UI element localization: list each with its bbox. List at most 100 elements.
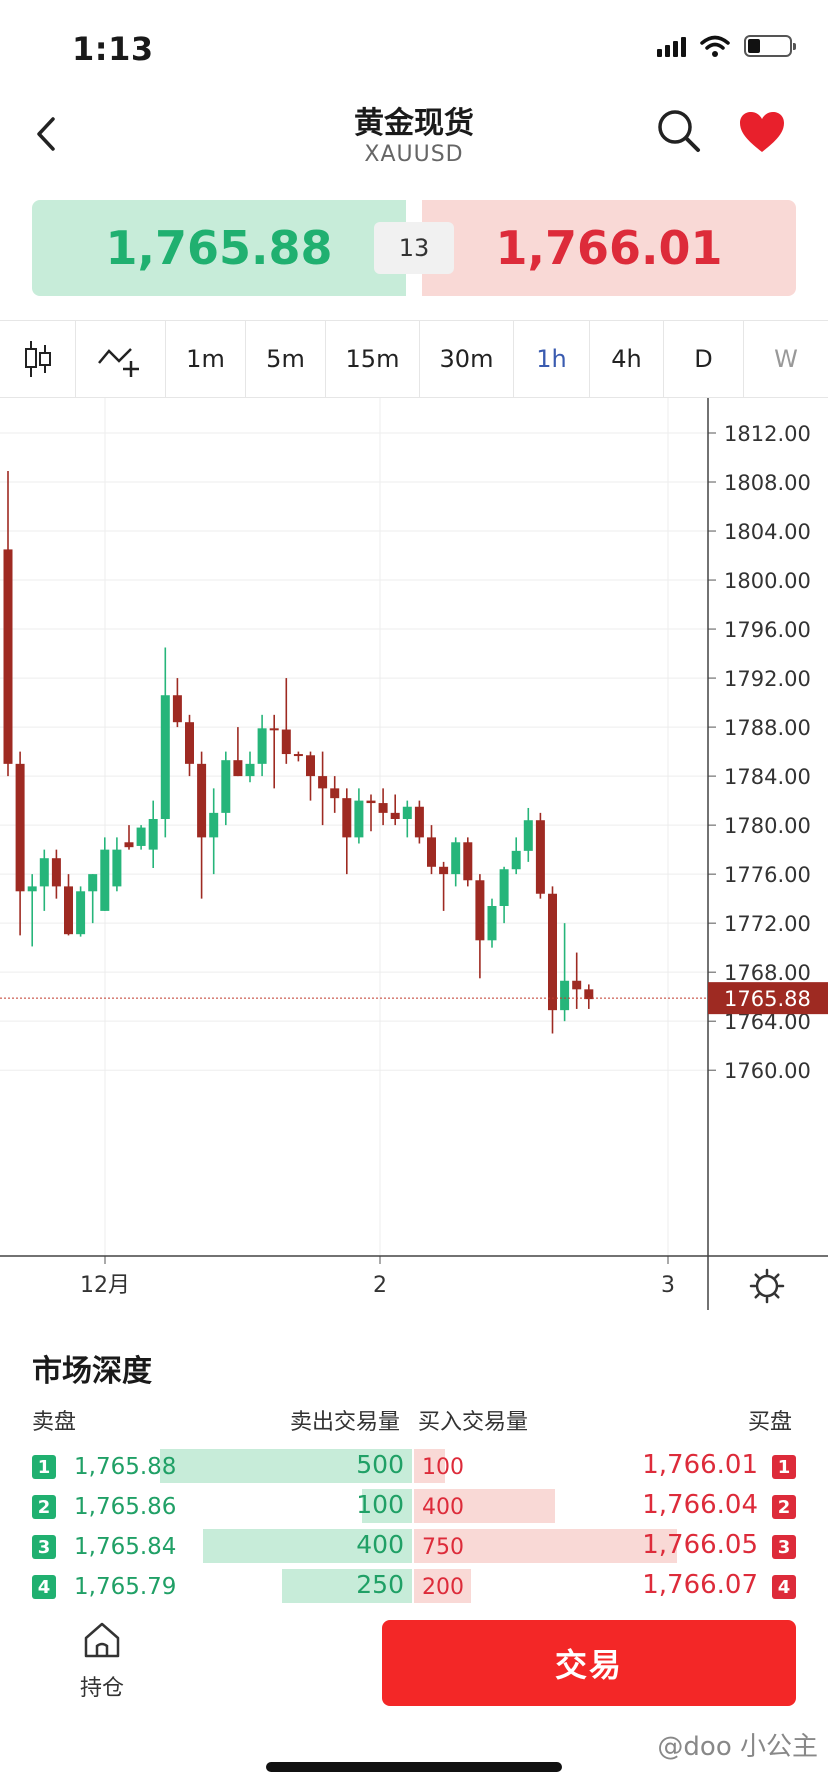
bid-header: 卖盘	[32, 1410, 77, 1435]
candle	[584, 984, 594, 1009]
candle	[366, 794, 376, 832]
x-tick-label: 2	[373, 1273, 387, 1298]
heart-icon	[740, 112, 784, 152]
bid-volume: 250	[356, 1570, 404, 1599]
bid-volume-bar	[203, 1529, 412, 1563]
depth-row: 1 1,765.88 500 100 1,766.01 1	[0, 1446, 828, 1486]
candle-body	[293, 754, 303, 757]
ask-volume: 200	[422, 1575, 464, 1600]
candle-body	[475, 880, 485, 941]
candle-body	[39, 858, 49, 887]
candle	[572, 952, 582, 1009]
tab-30m[interactable]: 30m	[420, 321, 514, 397]
candle-body	[233, 760, 243, 777]
candle	[39, 849, 49, 911]
candle-body	[172, 695, 182, 723]
search-button[interactable]	[656, 108, 702, 154]
candle	[185, 714, 194, 777]
ask-price: 1,766.07	[642, 1570, 758, 1600]
candle-body	[366, 800, 376, 804]
candle	[402, 800, 412, 838]
candle	[209, 788, 219, 875]
candle	[281, 678, 291, 764]
candle-body	[354, 800, 364, 838]
tab-1m[interactable]: 1m	[166, 321, 246, 397]
bid-level-badge: 4	[32, 1575, 56, 1599]
favorite-button[interactable]	[738, 110, 786, 154]
y-tick-label: 1796.00	[724, 618, 811, 642]
status-time: 1:13	[72, 30, 154, 68]
tab-d[interactable]: D	[664, 321, 744, 397]
candle-body	[572, 980, 582, 990]
candle	[414, 800, 424, 844]
candle	[293, 751, 303, 762]
candle	[64, 874, 73, 936]
positions-button[interactable]: 持仓	[62, 1620, 142, 1710]
candle-body	[499, 869, 509, 906]
depth-table: 1 1,765.88 500 100 1,766.01 1 2 1,765.86…	[0, 1446, 828, 1606]
home-icon	[84, 1622, 120, 1658]
depth-row: 4 1,765.79 250 200 1,766.07 4	[0, 1566, 828, 1606]
chart-toolbar: 1m 5m 15m 30m 1h 4h D W	[0, 320, 828, 398]
chart-settings-button[interactable]	[749, 1268, 785, 1304]
candle-body	[76, 891, 86, 935]
candle-body	[209, 812, 219, 838]
ask-volume-bar	[414, 1449, 445, 1483]
candle-body	[112, 849, 122, 887]
buy-price-button[interactable]: 1,766.01	[422, 200, 796, 296]
ask-level-badge: 3	[772, 1535, 796, 1559]
home-indicator[interactable]	[266, 1762, 562, 1772]
bottom-action-bar: 持仓 交易	[0, 1610, 828, 1720]
tab-1h[interactable]: 1h	[514, 321, 590, 397]
tab-5m[interactable]: 5m	[246, 321, 326, 397]
y-tick-label: 1764.00	[724, 1010, 811, 1034]
candle	[548, 886, 557, 1034]
tab-4h[interactable]: 4h	[590, 321, 664, 397]
candle-body	[306, 755, 315, 777]
candle-body	[160, 695, 170, 819]
ask-volume-bar	[414, 1489, 555, 1523]
candle-body	[402, 806, 412, 819]
chart-type-button[interactable]	[0, 321, 76, 397]
x-tick-label: 3	[661, 1273, 675, 1298]
candle	[136, 825, 146, 850]
y-tick-label: 1780.00	[724, 814, 811, 838]
gear-icon	[755, 1274, 779, 1298]
candle	[76, 886, 86, 937]
y-tick-label: 1792.00	[724, 667, 811, 691]
ask-volume: 750	[422, 1535, 464, 1560]
buy-volume-header: 买入交易量	[418, 1410, 529, 1435]
candle	[560, 923, 570, 1022]
candle	[172, 678, 182, 728]
ask-volume: 100	[422, 1455, 464, 1480]
y-tick-label: 1772.00	[724, 912, 811, 936]
candle-body	[523, 820, 533, 851]
y-tick-label: 1808.00	[724, 471, 811, 495]
tab-w[interactable]: W	[774, 345, 798, 373]
trade-button[interactable]: 交易	[382, 1620, 796, 1706]
candle	[233, 727, 243, 777]
candle-body	[100, 849, 110, 911]
back-button[interactable]	[26, 106, 66, 162]
price-chart[interactable]: 1812.00 1808.00 1804.00 1800.00 1796.00 1792.…	[0, 398, 828, 1310]
indicator-button[interactable]	[76, 321, 166, 397]
candle	[487, 898, 497, 948]
candle-body	[439, 866, 449, 875]
current-price-label: 1765.88	[724, 987, 811, 1011]
tab-15m[interactable]: 15m	[326, 321, 420, 397]
candle-body	[257, 728, 267, 764]
bid-level-badge: 3	[32, 1535, 56, 1559]
candle-body	[427, 837, 436, 867]
ask-volume-bar	[414, 1529, 677, 1563]
bid-volume-bar	[160, 1449, 412, 1483]
candlestick-chart[interactable]: 1812.00 1808.00 1804.00 1800.00 1796.00 1792.…	[0, 398, 828, 1310]
candle-body	[463, 842, 473, 881]
sell-price-button[interactable]: 1,765.88	[32, 200, 406, 296]
candle-body	[27, 886, 37, 892]
candle	[257, 714, 267, 777]
y-tick-label: 1784.00	[724, 765, 811, 789]
candle	[523, 807, 533, 862]
candle-body	[185, 722, 194, 764]
market-depth-title: 市场深度	[32, 1354, 152, 1389]
bid-level-badge: 2	[32, 1495, 56, 1519]
